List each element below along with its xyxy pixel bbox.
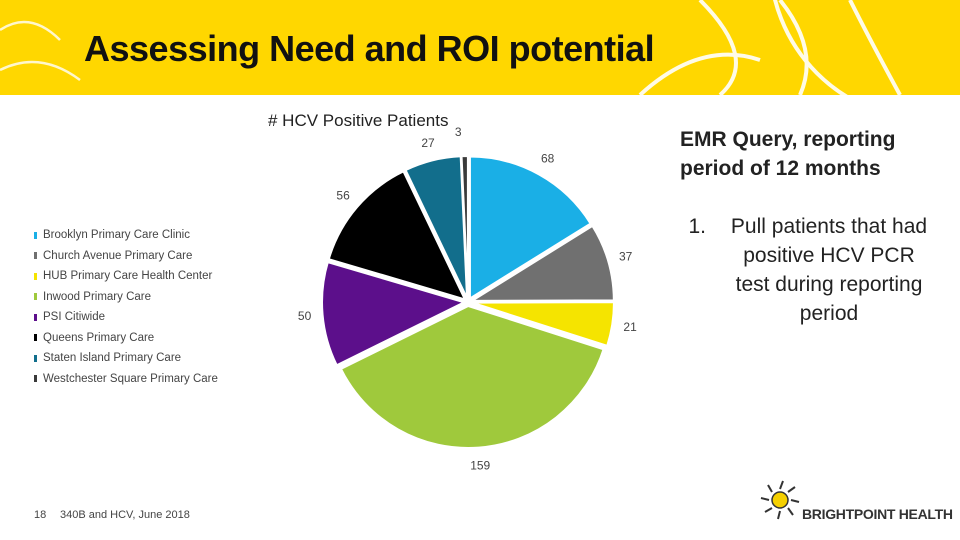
pie-data-label: 56 bbox=[336, 189, 350, 203]
pie-data-label: 159 bbox=[470, 459, 490, 473]
pie-data-label: 37 bbox=[619, 250, 633, 264]
notes-heading: EMR Query, reporting period of 12 months bbox=[680, 125, 895, 183]
sun-icon bbox=[760, 480, 800, 520]
slide-title: Assessing Need and ROI potential bbox=[84, 28, 655, 69]
pie-slice bbox=[327, 170, 467, 302]
legend-swatch bbox=[34, 334, 37, 342]
steps-list: 1. Pull patients that had positive HCV P… bbox=[672, 212, 952, 328]
legend-swatch bbox=[34, 354, 37, 362]
legend-item: Staten Island Primary Care bbox=[34, 348, 218, 369]
legend-item: Brooklyn Primary Care Clinic bbox=[34, 225, 218, 246]
legend-label: Brooklyn Primary Care Clinic bbox=[43, 229, 190, 242]
step-text-line: test during reporting bbox=[735, 273, 923, 296]
footer-text: 340B and HCV, June 2018 bbox=[60, 509, 190, 521]
pie-slice bbox=[468, 155, 592, 301]
pie-slice bbox=[339, 304, 605, 449]
legend-swatch bbox=[34, 231, 37, 239]
pie-data-label: 27 bbox=[421, 136, 435, 150]
chart-title: # HCV Positive Patients bbox=[268, 111, 449, 130]
step-text-line: Pull patients that had bbox=[730, 215, 928, 238]
sun-decoration-icon bbox=[0, 0, 902, 95]
pie-slice bbox=[321, 260, 467, 367]
step-text-line: positive HCV PCR bbox=[743, 244, 915, 267]
legend-label: Westchester Square Primary Care bbox=[43, 372, 218, 385]
step-text: Pull patients that had positive HCV PCR … bbox=[716, 212, 942, 328]
pie-data-label: 3 bbox=[455, 125, 462, 139]
title-banner: Assessing Need and ROI potential bbox=[0, 0, 960, 95]
step-number: 1. bbox=[688, 215, 706, 238]
brightpoint-logo: BRIGHTPOINT HEALTH bbox=[760, 478, 953, 526]
legend-item: Westchester Square Primary Care bbox=[34, 369, 218, 390]
chart-legend: Brooklyn Primary Care Clinic Church Avenu… bbox=[34, 225, 218, 389]
pie-data-label: 21 bbox=[623, 320, 637, 334]
step-text-line: period bbox=[799, 302, 859, 325]
step-item: 1. Pull patients that had positive HCV P… bbox=[672, 212, 952, 328]
pie-slice bbox=[468, 224, 615, 302]
notes-heading-line: EMR Query, reporting bbox=[680, 128, 896, 151]
legend-label: HUB Primary Care Health Center bbox=[43, 270, 213, 283]
notes-heading-line: period of 12 months bbox=[680, 157, 881, 180]
legend-swatch bbox=[34, 375, 37, 383]
legend-item: Church Avenue Primary Care bbox=[34, 246, 218, 267]
legend-item: Queens Primary Care bbox=[34, 328, 218, 349]
legend-label: Inwood Primary Care bbox=[43, 290, 152, 303]
legend-swatch bbox=[34, 313, 37, 321]
legend-swatch bbox=[34, 252, 37, 260]
legend-label: Queens Primary Care bbox=[43, 331, 155, 344]
legend-item: HUB Primary Care Health Center bbox=[34, 266, 218, 287]
pie-slice bbox=[471, 301, 615, 348]
legend-item: Inwood Primary Care bbox=[34, 287, 218, 308]
pie-slice bbox=[460, 155, 469, 299]
pie-data-label: 68 bbox=[541, 152, 555, 166]
legend-label: PSI Citiwide bbox=[43, 311, 105, 324]
logo-text: BRIGHTPOINT HEALTH bbox=[802, 506, 953, 522]
legend-swatch bbox=[34, 293, 37, 301]
legend-label: Staten Island Primary Care bbox=[43, 352, 182, 365]
legend-swatch bbox=[34, 272, 37, 280]
page-number: 18 bbox=[34, 509, 47, 521]
legend-item: PSI Citiwide bbox=[34, 307, 218, 328]
legend-label: Church Avenue Primary Care bbox=[43, 249, 193, 262]
pie-data-label: 50 bbox=[298, 309, 312, 323]
